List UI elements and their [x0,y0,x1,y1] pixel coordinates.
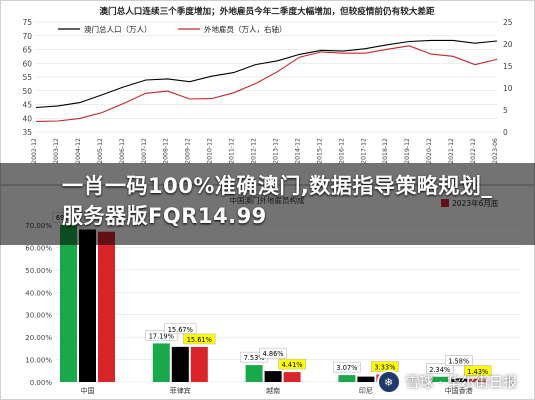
y-tick: 40.00% [25,289,52,297]
data-label-box [183,333,216,345]
population-line-chart: 澳门总人口连续三个季度增加；外地雇员今年二季度大幅增加，但较疫情前仍有较大差距 3… [0,0,535,185]
y-right-tick: 20 [503,40,513,49]
x-tick: 2018-12 [382,138,389,164]
y-tick: 30.00% [25,312,52,320]
bar-2 [190,346,208,382]
data-label: 15.61% [187,336,212,344]
bar-0 [60,225,77,382]
y-left-tick: 70 [22,32,32,41]
top-chart-title: 澳门总人口连续三个季度增加；外地雇员今年二季度大幅增加，但较疫情前仍有较大差距 [99,5,435,17]
y-right-tick: 25 [503,18,513,27]
bar-1 [450,378,468,382]
x-tick: 2023-06 [492,138,499,164]
x-tick: 2015-12 [316,138,323,164]
data-label: 4.86% [263,350,284,358]
series-line-0 [35,39,498,109]
bar-1 [171,346,189,382]
y-left-tick: 35 [22,128,32,137]
overlay-title: 一肖一码100%准确澳门,数据指导策略规划_服务器版FQR14.99 [62,174,493,228]
x-tick: 2009-12 [185,138,192,164]
y-right-tick: 5 [503,106,508,115]
y-tick: 10.00% [25,357,52,365]
data-label-box [333,361,361,373]
bar-1 [357,376,375,382]
y-tick: 60.00% [25,244,52,252]
series-line-1 [35,45,498,122]
data-label: 15.67% [168,326,193,334]
x-tick: 2006-12 [119,138,126,164]
x-tick: 2005-12 [97,138,104,164]
data-label: 3.07% [336,364,357,372]
bar-2 [469,378,487,382]
data-label-box [464,365,492,376]
y-left-tick: 40 [22,114,32,123]
x-tick: 2013-12 [272,138,279,164]
x-tick: 2003-12 [53,138,60,164]
data-label: 1.43% [467,368,488,376]
y-right-tick: 15 [503,62,513,71]
x-tick: 2014-12 [294,138,301,164]
y-left-tick: 55 [22,73,32,82]
snowball-logo-icon: ❄ [376,370,401,394]
y-left-tick: 75 [22,18,32,27]
legend-label: 澳门总人口（万人） [84,24,152,34]
data-label: 1.58% [448,357,469,365]
x-tick: 2021-12 [448,138,455,164]
data-label-box [426,363,454,374]
watermark: ❄ 雪球 · 华尔街日报 [376,370,517,394]
x-tick: 2016-12 [338,138,345,164]
category-label: 印尼 [359,387,373,395]
watermark-text: 雪球 · 华尔街日报 [405,375,517,391]
data-label-box [278,358,306,370]
y-right-tick: 0 [503,128,508,137]
x-tick: 2002-12 [31,138,38,164]
x-tick: 2020-12 [426,138,433,164]
data-label: 3.33% [374,364,395,372]
x-tick: 2019-12 [404,138,411,164]
bar-1 [264,371,282,382]
x-tick: 2007-12 [141,138,148,164]
x-tick: 2010-12 [207,138,214,164]
y-tick: 0.00% [30,379,53,387]
data-label-box [164,323,197,335]
y-tick: 20.00% [25,334,52,342]
y-left-tick: 45 [22,101,32,110]
data-label-box [445,355,473,366]
bar-0 [431,376,449,382]
x-tick: 2022-12 [470,138,477,164]
data-label-box [259,347,287,359]
x-tick: 2017-12 [360,138,367,164]
data-label: 2.34% [429,366,450,374]
bar-0 [338,375,356,382]
bar-0 [152,343,170,382]
bar-0 [245,365,263,382]
bar-1 [79,229,96,382]
data-label: 17.19% [149,332,174,340]
data-label-box [145,330,178,341]
y-left-tick: 50 [22,87,32,96]
bar-2 [283,372,301,382]
title-overlay-band [0,163,535,245]
category-label: 菲律宾 [170,386,191,395]
y-left-tick: 60 [22,59,32,68]
y-tick: 50.00% [25,267,52,275]
legend-label: 外地雇员（万人，右轴） [204,24,287,34]
x-tick: 2011-12 [229,138,236,164]
top-chart-border [0,0,535,185]
category-label: 中国 [81,386,95,395]
x-tick: 2012-12 [251,138,258,164]
x-tick: 2004-12 [75,138,82,164]
category-label: 中国香港 [445,386,473,395]
y-left-tick: 65 [22,46,32,55]
category-label: 越南 [266,386,280,395]
data-label: 7.53% [244,354,265,362]
y-right-tick: 10 [503,84,513,93]
x-tick: 2008-12 [163,138,170,164]
data-label: 4.41% [282,361,303,369]
bar-2 [98,231,115,382]
